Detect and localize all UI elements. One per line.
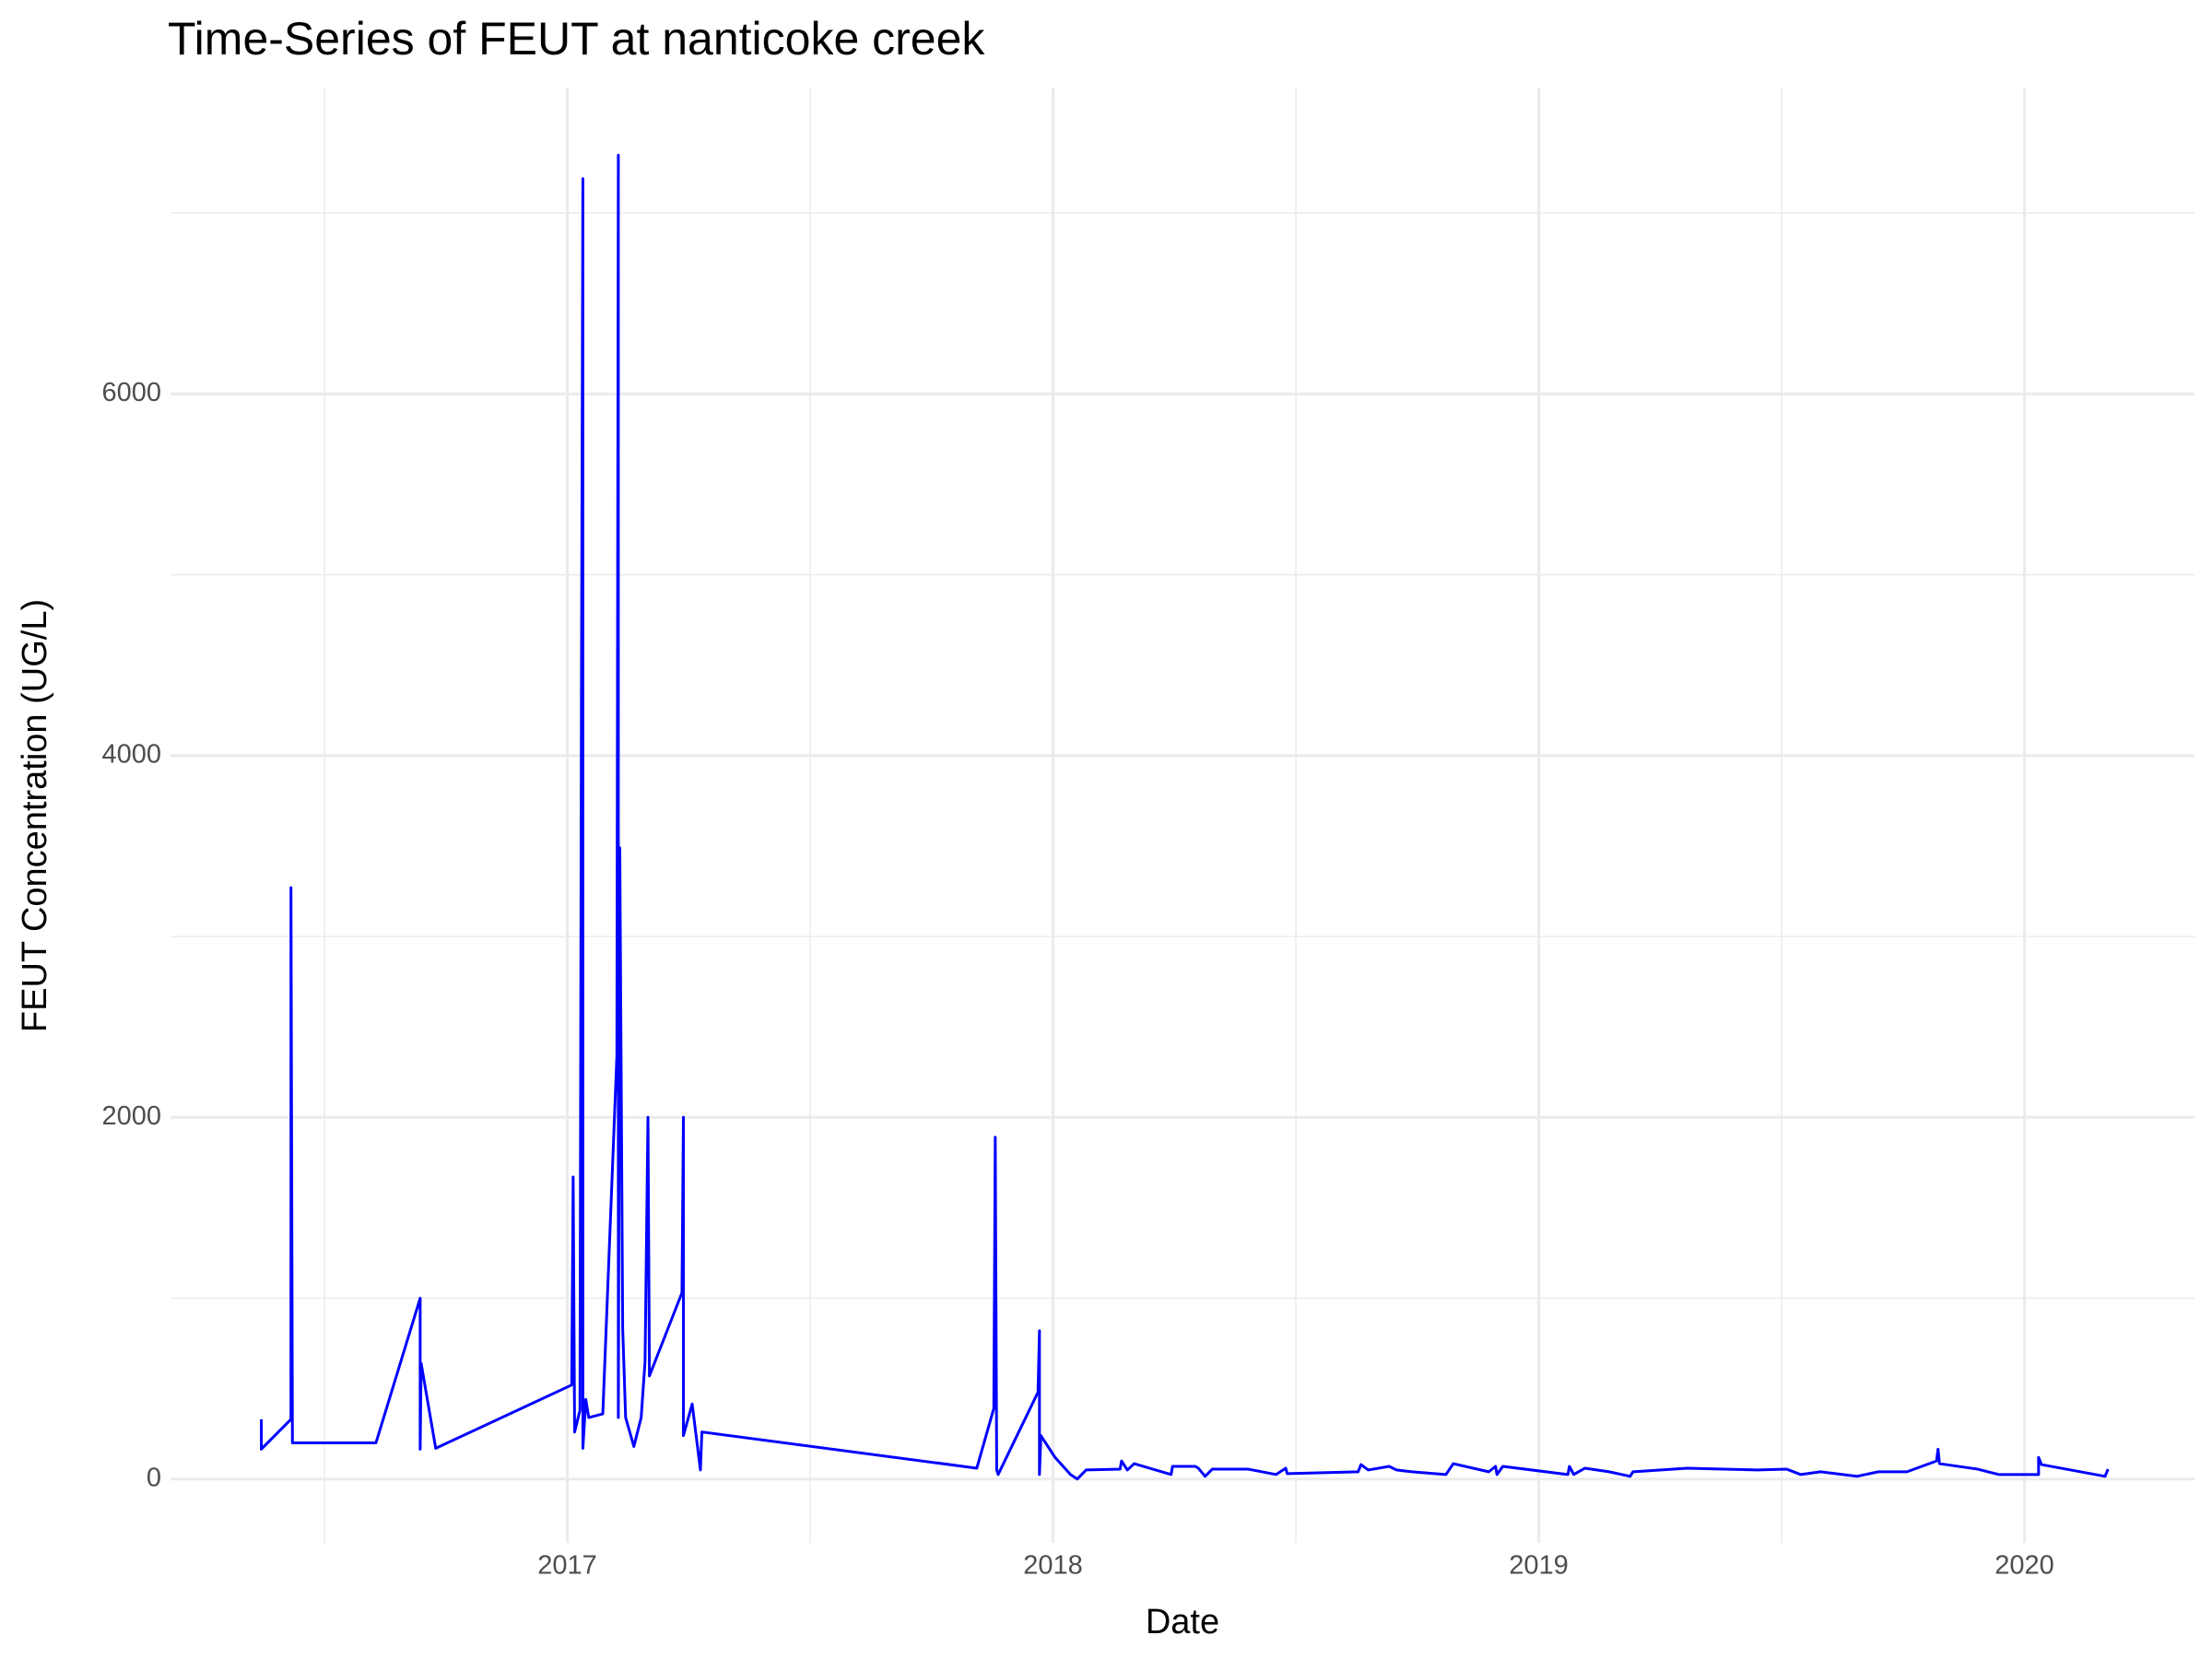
x-tick-label: 2020 xyxy=(1994,1551,2054,1581)
data-line xyxy=(260,153,2110,1481)
x-tick-label: 2018 xyxy=(1023,1551,1083,1581)
x-tick-label: 2019 xyxy=(1509,1551,1569,1581)
y-tick-label: 2000 xyxy=(101,1101,161,1131)
y-tick-label: 0 xyxy=(147,1463,161,1492)
x-tick-label: 2017 xyxy=(537,1551,597,1581)
chart-title: Time-Series of FEUT at nanticoke creek xyxy=(168,13,985,65)
y-tick-label: 4000 xyxy=(101,740,161,770)
y-tick-label: 6000 xyxy=(101,378,161,407)
x-axis-title: Date xyxy=(1146,1603,1219,1641)
y-axis-title: FEUT Concentration (UG/L) xyxy=(16,599,54,1032)
